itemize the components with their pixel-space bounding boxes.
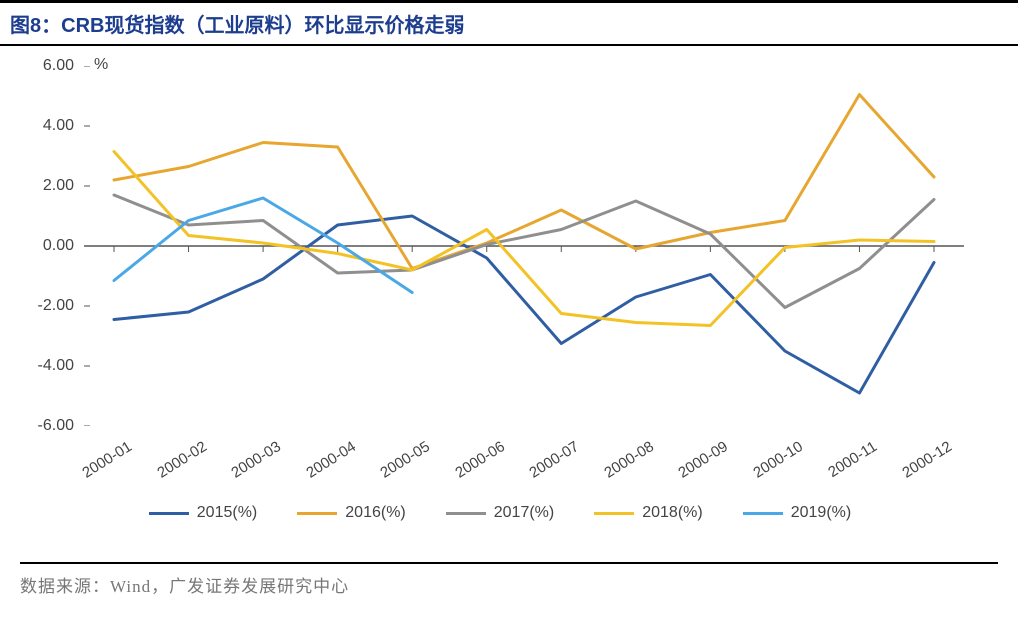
y-axis: 6.004.002.000.00-2.00-4.00-6.00 <box>20 56 80 426</box>
y-tick-label: -2.00 <box>38 297 74 315</box>
y-tick-label: -4.00 <box>38 357 74 375</box>
x-tick-label: 2000-05 <box>356 438 433 495</box>
x-axis: 2000-012000-022000-032000-042000-052000-… <box>84 434 964 504</box>
y-tick-label: 0.00 <box>43 237 74 255</box>
legend-label: 2018(%) <box>642 504 702 522</box>
legend-swatch <box>594 512 634 515</box>
x-tick-label: 2000-10 <box>729 438 806 495</box>
x-tick-label: 2000-03 <box>207 438 284 495</box>
y-tick-label: -6.00 <box>38 417 74 435</box>
y-tick-label: 6.00 <box>43 57 74 75</box>
series-line <box>114 95 934 269</box>
legend-item: 2015(%) <box>149 504 257 522</box>
x-tick-label: 2000-09 <box>655 438 732 495</box>
x-tick-label: 2000-06 <box>431 438 508 495</box>
chart-title: 图8：CRB现货指数（工业原料）环比显示价格走弱 <box>0 0 1018 46</box>
x-tick-label: 2000-04 <box>282 438 359 495</box>
legend-item: 2017(%) <box>446 504 554 522</box>
legend-label: 2017(%) <box>494 504 554 522</box>
legend-swatch <box>297 512 337 515</box>
legend-swatch <box>149 512 189 515</box>
legend: 2015(%) 2016(%) 2017(%) 2018(%) 2019(%) <box>20 496 980 522</box>
legend-item: 2019(%) <box>743 504 851 522</box>
legend-item: 2016(%) <box>297 504 405 522</box>
chart-area: 6.004.002.000.00-2.00-4.00-6.00 % 2000-0… <box>20 56 980 516</box>
legend-swatch <box>743 512 783 515</box>
source-text: 数据来源：Wind，广发证券发展研究中心 <box>20 572 998 597</box>
legend-label: 2016(%) <box>345 504 405 522</box>
x-tick-label: 2000-11 <box>804 438 881 495</box>
x-tick-label: 2000-02 <box>133 438 210 495</box>
x-tick-label: 2000-12 <box>878 438 955 495</box>
plot-svg <box>84 66 964 426</box>
series-line <box>114 216 934 393</box>
x-tick-label: 2000-08 <box>580 438 657 495</box>
x-tick-label: 2000-01 <box>58 438 135 495</box>
y-tick-label: 4.00 <box>43 117 74 135</box>
legend-item: 2018(%) <box>594 504 702 522</box>
x-tick-label: 2000-07 <box>505 438 582 495</box>
footer-rule <box>20 562 998 564</box>
legend-swatch <box>446 512 486 515</box>
y-tick-label: 2.00 <box>43 177 74 195</box>
legend-label: 2019(%) <box>791 504 851 522</box>
legend-label: 2015(%) <box>197 504 257 522</box>
